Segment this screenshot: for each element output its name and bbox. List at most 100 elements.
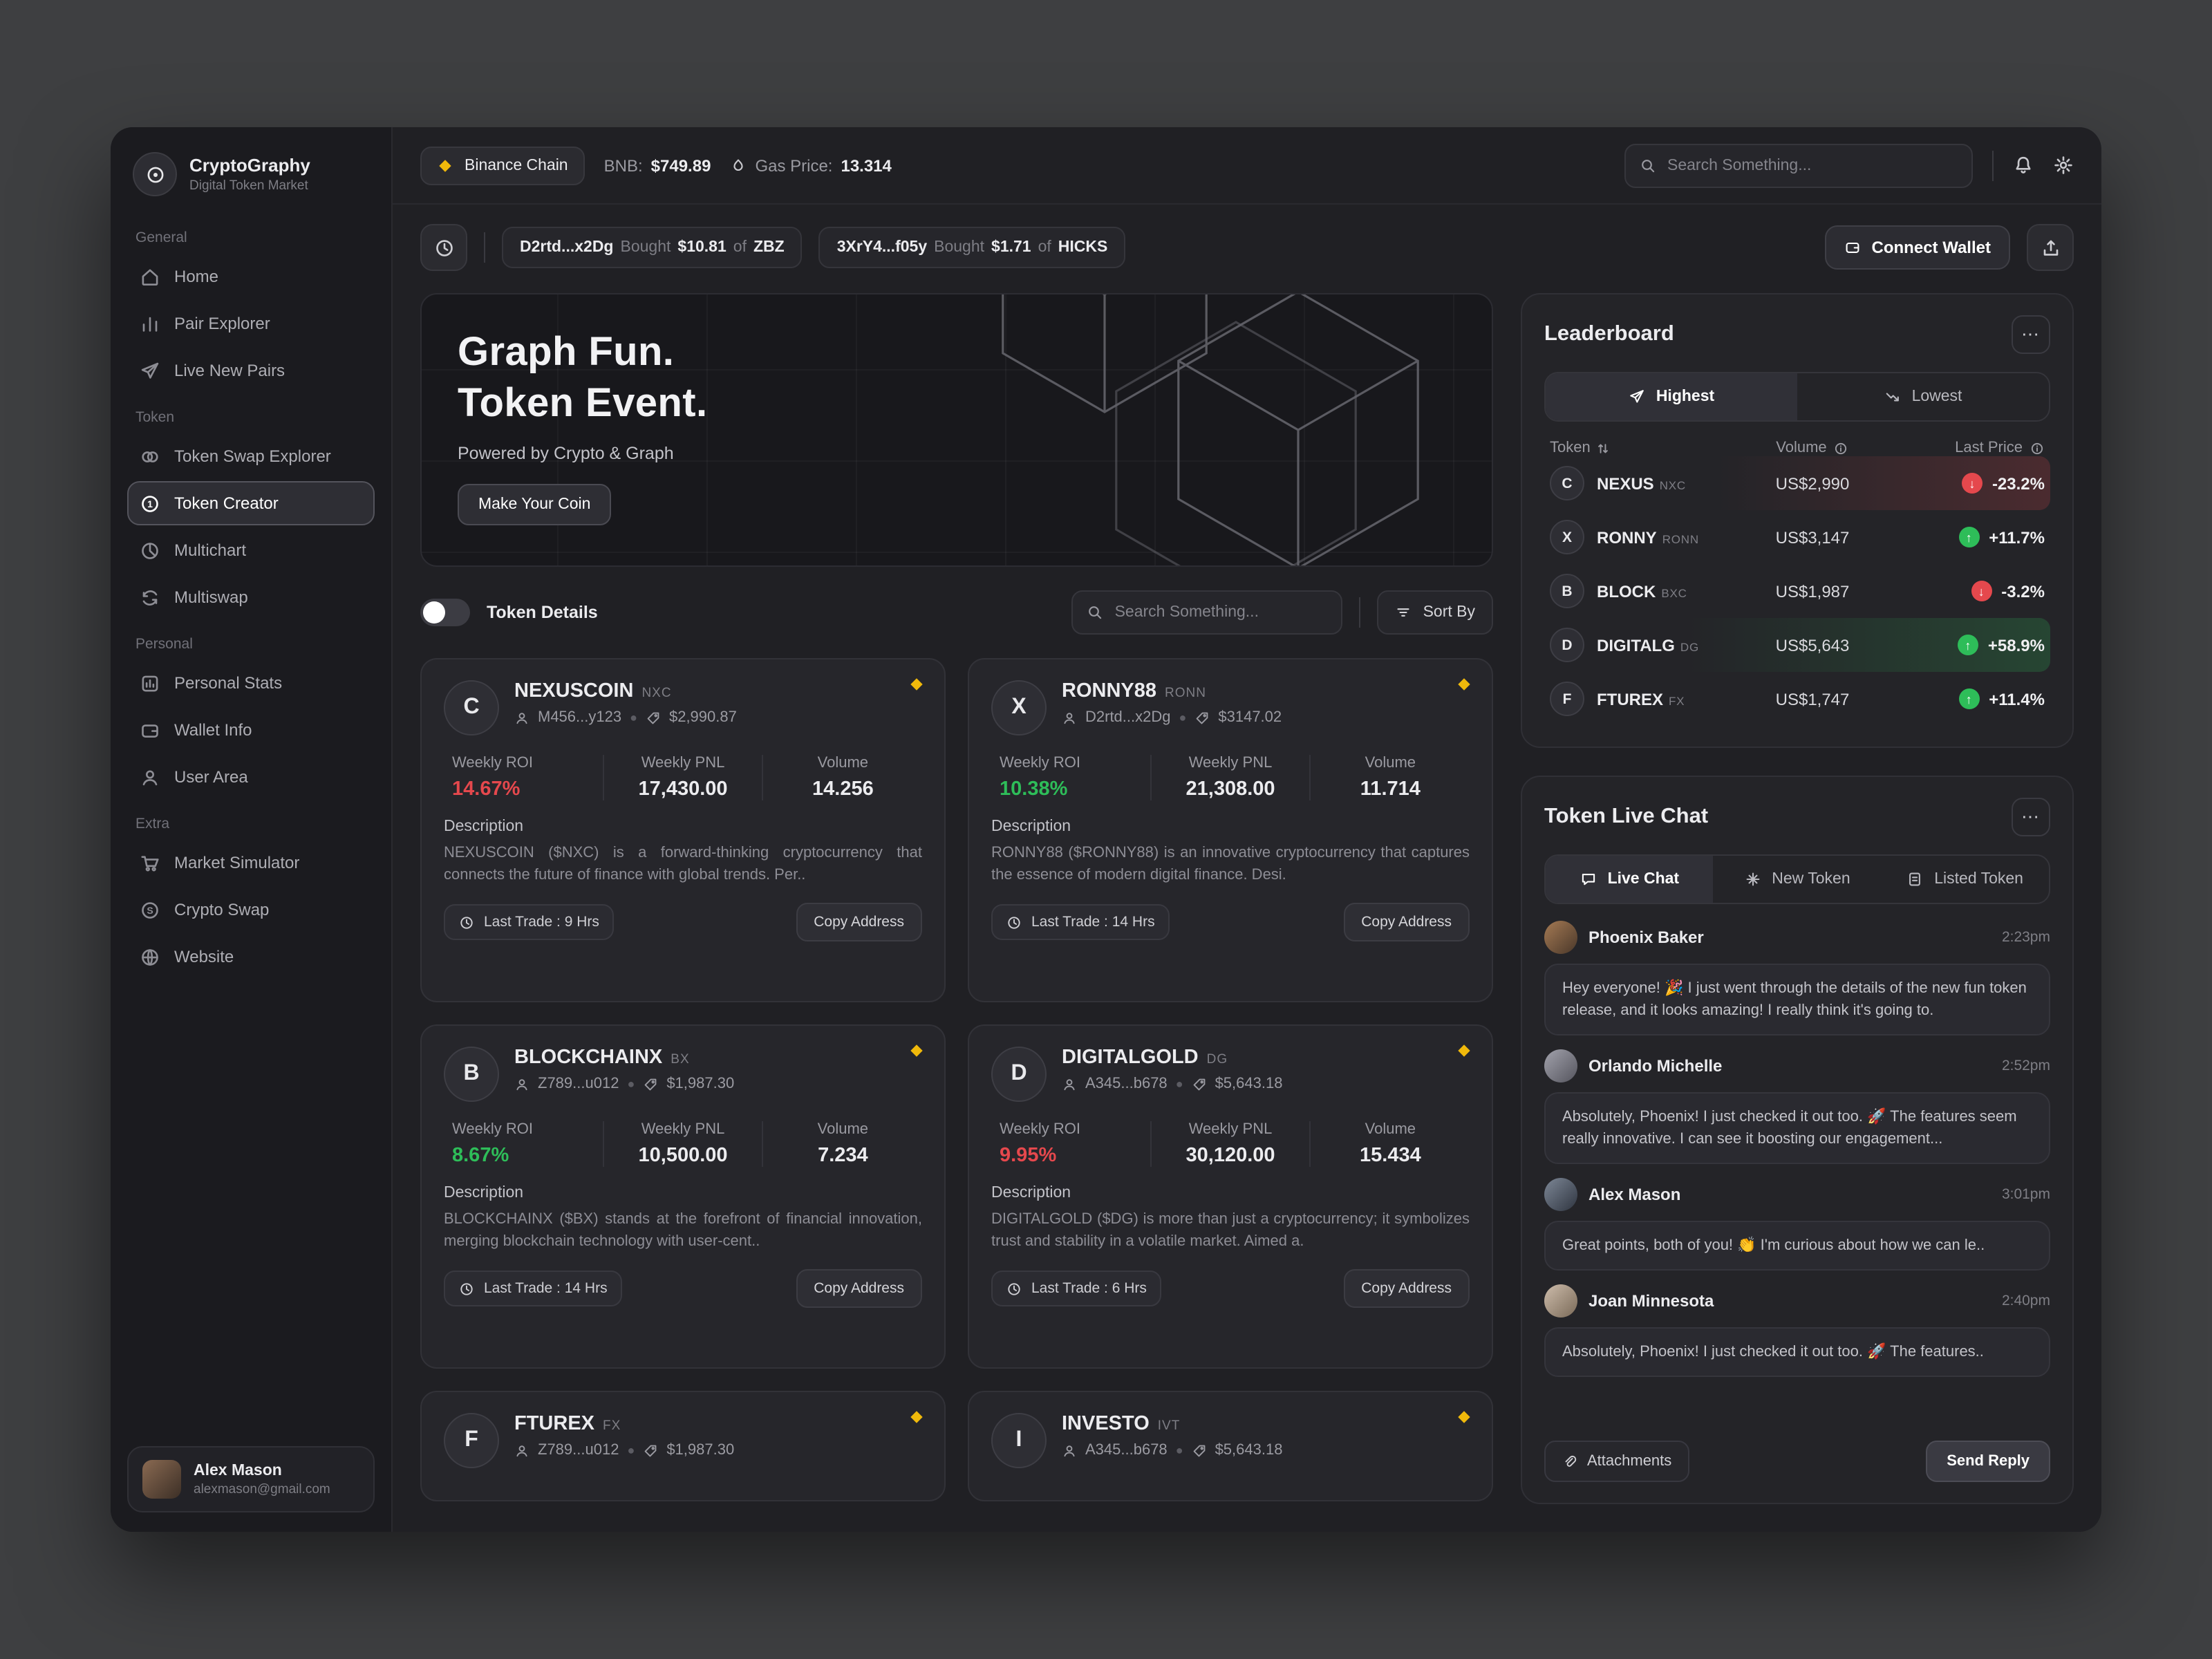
app-name: CryptoGraphy	[189, 155, 310, 176]
trade-action: Bought	[620, 239, 671, 256]
trade-ticker-item[interactable]: D2rtd...x2Dg Bought $10.81 of ZBZ	[502, 227, 803, 268]
token-symbol: DG	[1206, 1052, 1228, 1067]
sidebar-item-multiswap[interactable]: Multiswap	[127, 575, 375, 619]
column-last-price[interactable]: Last Price	[1955, 440, 2023, 456]
sort-by-button[interactable]: Sort By	[1377, 590, 1493, 635]
copy-address-button[interactable]: Copy Address	[1343, 903, 1470, 941]
tab-highest-label: Highest	[1656, 388, 1715, 405]
sidebar-item-crypto-swap[interactable]: S Crypto Swap	[127, 888, 375, 932]
last-trade-chip: Last Trade : 14 Hrs	[444, 1271, 623, 1306]
pnl-label: Weekly PNL	[641, 755, 725, 771]
token-name: NEXUS	[1597, 474, 1654, 493]
token-symbol: NXC	[1659, 478, 1686, 491]
section-title-extra: Extra	[135, 816, 170, 832]
token-card-ronny88[interactable]: X RONNY88 RONN D2rtd...x2Dg ●	[968, 658, 1493, 1002]
last-trade-chip: Last Trade : 6 Hrs	[991, 1271, 1162, 1306]
token-card-fturex[interactable]: F FTUREX FX Z789...u012 ●	[420, 1391, 946, 1501]
attachments-button[interactable]: Attachments	[1544, 1441, 1690, 1482]
token-card-nexuscoin[interactable]: C NEXUSCOIN NXC M456...y123 ●	[420, 658, 946, 1002]
token-symbol: DG	[1680, 639, 1699, 653]
token-name: BLOCK	[1597, 581, 1656, 601]
chat-menu-button[interactable]: ⋯	[2012, 798, 2050, 836]
roi-label: Weekly ROI	[452, 755, 533, 771]
leaderboard-panel: Leaderboard ⋯ Highest Lowest	[1521, 293, 2074, 748]
trade-ticker-item[interactable]: 3XrY4...f05y Bought $1.71 of HICKS	[818, 227, 1126, 268]
copy-address-button[interactable]: Copy Address	[796, 1269, 922, 1308]
leaderboard-row[interactable]: B BLOCK BXC US$1,987 -3.2%	[1544, 564, 2050, 618]
last-trade-label: Last Trade : 9 Hrs	[484, 914, 599, 930]
chat-footer: Attachments Send Reply	[1544, 1441, 2050, 1482]
tab-new-token-label: New Token	[1772, 871, 1850, 888]
make-your-coin-button[interactable]: Make Your Coin	[458, 484, 612, 525]
export-button[interactable]	[2027, 224, 2074, 271]
connect-wallet-button[interactable]: Connect Wallet	[1824, 225, 2010, 270]
token-volume: US$3,147	[1775, 527, 1850, 547]
sidebar-item-home[interactable]: Home	[127, 254, 375, 299]
sidebar-item-token-creator[interactable]: 1 Token Creator	[127, 481, 375, 525]
pnl-value: 21,308.00	[1185, 778, 1275, 800]
section-title-personal: Personal	[135, 636, 193, 653]
settings-button[interactable]	[2053, 155, 2074, 176]
send-reply-button[interactable]: Send Reply	[1926, 1441, 2050, 1482]
coin-swap-icon: S	[142, 901, 158, 918]
token-symbol: BX	[671, 1052, 690, 1067]
sidebar-item-wallet-info[interactable]: Wallet Info	[127, 708, 375, 752]
token-details-toggle[interactable]	[420, 599, 470, 626]
sort-by-label: Sort By	[1423, 604, 1475, 621]
chain-selector[interactable]: Binance Chain	[420, 146, 585, 185]
sidebar-item-personal-stats[interactable]: Personal Stats	[127, 661, 375, 705]
token-card-blockchainx[interactable]: B BLOCKCHAINX BX Z789...u012 ●	[420, 1024, 946, 1369]
sidebar-item-website[interactable]: Website	[127, 935, 375, 979]
tab-new-token[interactable]: New Token	[1714, 856, 1882, 903]
leaderboard-row[interactable]: F FTUREX FX US$1,747 +11.4%	[1544, 672, 2050, 726]
trade-of: of	[733, 239, 747, 256]
leaderboard-row[interactable]: X RONNY RONN US$3,147 +11.7%	[1544, 510, 2050, 564]
column-volume[interactable]: Volume	[1776, 440, 1827, 456]
column-token[interactable]: Token	[1550, 440, 1591, 456]
price-tag-icon	[644, 1078, 657, 1090]
leaderboard-row[interactable]: D DIGITALG DG US$5,643 +58.9%	[1544, 618, 2050, 672]
sidebar-item-multichart[interactable]: Multichart	[127, 528, 375, 572]
tab-live-chat[interactable]: Live Chat	[1546, 856, 1714, 903]
search-input[interactable]	[1667, 157, 1958, 174]
token-symbol: NXC	[641, 686, 672, 701]
sidebar-user-card[interactable]: Alex Mason alexmason@gmail.com	[127, 1446, 375, 1512]
gas-label: Gas Price:	[755, 156, 833, 175]
token-card-digitalgold[interactable]: D DIGITALGOLD DG A345...b678 ●	[968, 1024, 1493, 1369]
sidebar-item-user-area[interactable]: User Area	[127, 755, 375, 799]
leaderboard-menu-button[interactable]: ⋯	[2012, 315, 2050, 354]
user-email: alexmason@gmail.com	[194, 1481, 330, 1497]
token-name: DIGITALGOLD	[1062, 1047, 1199, 1069]
sidebar-item-market-simulator[interactable]: Market Simulator	[127, 841, 375, 885]
connect-wallet-label: Connect Wallet	[1871, 238, 1991, 257]
volume-label: Volume	[1365, 755, 1416, 771]
divider	[484, 232, 485, 263]
chat-message: Joan Minnesota 2:40pm Absolutely, Phoeni…	[1544, 1284, 2050, 1377]
binance-badge-icon	[910, 1411, 923, 1423]
token-card-investo[interactable]: I INVESTO IVT A345...b678 ●	[968, 1391, 1493, 1501]
leaderboard-row[interactable]: C NEXUS NXC US$2,990 -23.2%	[1544, 456, 2050, 510]
sidebar-item-live-new-pairs[interactable]: Live New Pairs	[127, 348, 375, 393]
token-search-input[interactable]	[1114, 604, 1328, 621]
roi-label: Weekly ROI	[1000, 755, 1080, 771]
tab-listed-token[interactable]: Listed Token	[1881, 856, 2049, 903]
tab-highest[interactable]: Highest	[1546, 373, 1797, 420]
bnb-price: BNB: $749.89	[604, 156, 711, 175]
token-icon: X	[991, 680, 1047, 735]
token-change: +11.7%	[1989, 527, 2045, 547]
token-search	[1071, 590, 1343, 635]
notifications-button[interactable]	[2013, 155, 2034, 176]
sidebar-item-pair-explorer[interactable]: Pair Explorer	[127, 301, 375, 346]
toggle-knob	[423, 601, 445, 624]
copy-address-button[interactable]: Copy Address	[1343, 1269, 1470, 1308]
trade-token: HICKS	[1058, 239, 1108, 256]
tab-lowest[interactable]: Lowest	[1797, 373, 2049, 420]
trade-history-button[interactable]	[420, 224, 467, 271]
clock-icon	[460, 1282, 473, 1295]
sidebar-item-token-swap-explorer[interactable]: Token Swap Explorer	[127, 434, 375, 478]
roi-label: Weekly ROI	[1000, 1121, 1080, 1138]
copy-address-button[interactable]: Copy Address	[796, 903, 922, 941]
message-text: Hey everyone! 🎉 I just went through the …	[1544, 964, 2050, 1035]
sidebar-item-label: Token Creator	[174, 494, 279, 513]
sparkle-icon	[1745, 872, 1759, 886]
